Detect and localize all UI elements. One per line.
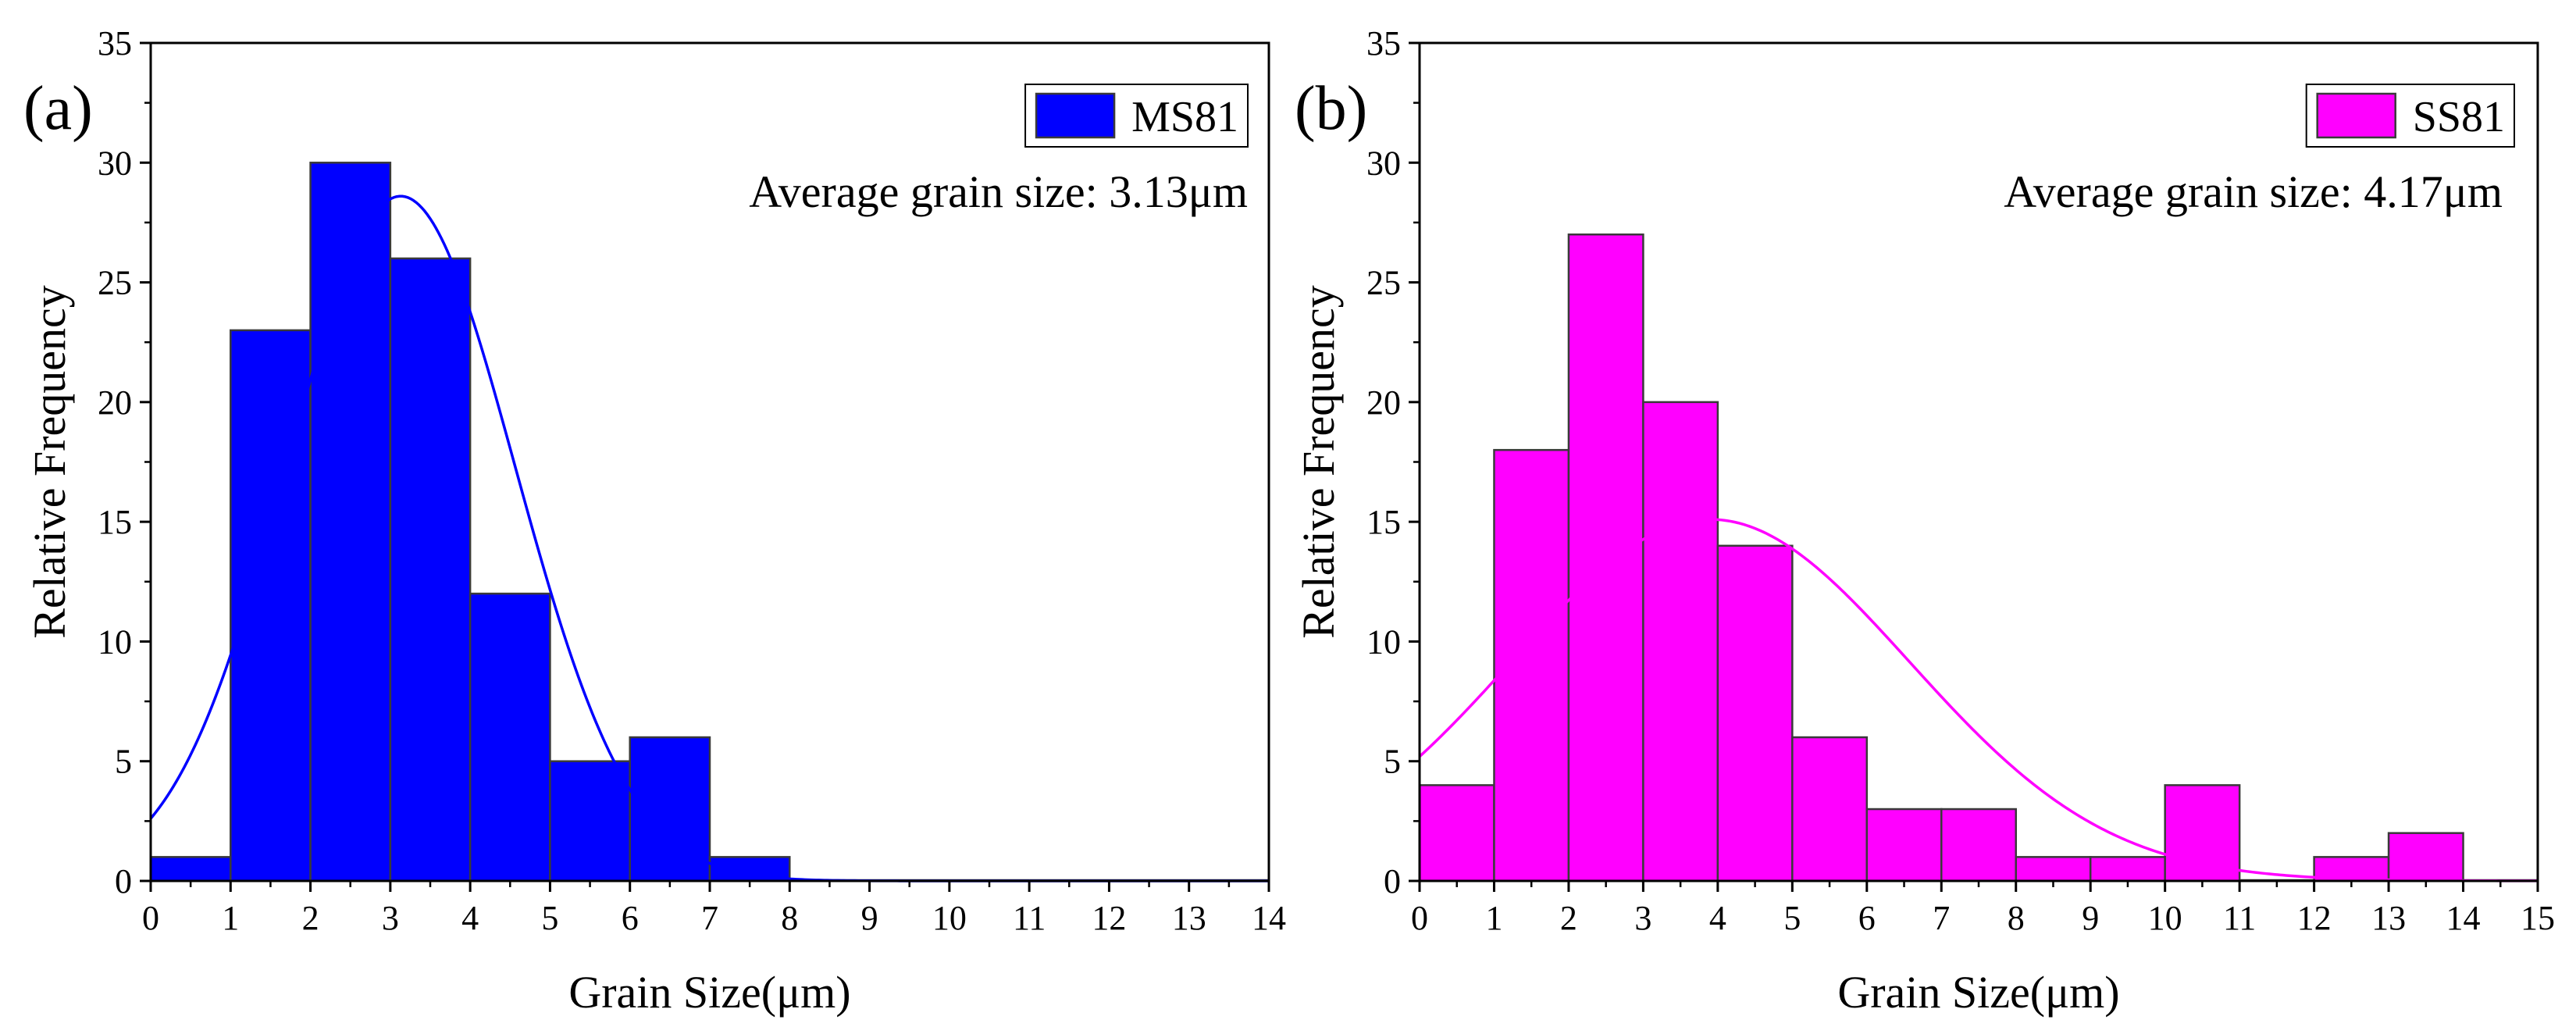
legend-label: SS81 (2413, 93, 2505, 141)
legend-swatch (1035, 92, 1116, 139)
x-tick-label: 10 (932, 899, 967, 937)
x-tick-label: 0 (1411, 899, 1428, 937)
y-tick-label: 10 (98, 622, 132, 661)
x-axis: 0 1 2 3 4 5 6 7 8 9 10 11 12 13 14 15 (1411, 881, 2555, 937)
x-tick-label: 12 (2297, 899, 2332, 937)
y-tick-label: 20 (98, 383, 132, 422)
legend: MS81 (1024, 84, 1249, 148)
histogram-bar (230, 329, 312, 882)
histogram-bar (1567, 234, 1644, 882)
legend-label: MS81 (1131, 93, 1238, 141)
fit-curve (1418, 518, 2539, 882)
y-axis-title: Relative Frequency (1293, 285, 1344, 639)
histogram-bars (149, 162, 1269, 882)
histogram-bar (149, 856, 232, 882)
x-tick-label: 7 (701, 899, 718, 937)
x-tick-label: 13 (2371, 899, 2406, 937)
average-grain-size-annotation: Average grain size: 4.17μm (2004, 166, 2503, 217)
x-axis: 0 1 2 3 4 5 6 7 8 9 10 11 12 13 14 (142, 881, 1286, 937)
histogram-bar (469, 592, 551, 882)
histogram-bar (2089, 856, 2166, 882)
histogram-bar (1418, 784, 1495, 882)
x-tick-label: 14 (1252, 899, 1286, 937)
x-tick-label: 1 (222, 899, 239, 937)
x-tick-label: 9 (2082, 899, 2099, 937)
histogram-bar (1716, 544, 1794, 882)
y-tick-label: 30 (98, 144, 132, 182)
histogram-bars (1418, 234, 2538, 882)
x-tick-label: 3 (1634, 899, 1651, 937)
histogram-bar (2164, 784, 2241, 882)
histogram-bar (1865, 808, 1943, 882)
x-tick-label: 9 (861, 899, 878, 937)
histogram-bar (1642, 401, 1719, 882)
x-tick-label: 0 (142, 899, 159, 937)
y-tick-label: 25 (1366, 264, 1401, 302)
y-axis-title: Relative Frequency (24, 285, 75, 639)
x-tick-label: 1 (1485, 899, 1502, 937)
x-tick-label: 11 (2223, 899, 2256, 937)
histogram-bar (2387, 832, 2464, 882)
histogram-bar (309, 162, 392, 882)
y-tick-label: 35 (98, 24, 132, 62)
histogram-bar (549, 760, 631, 882)
x-tick-label: 5 (1783, 899, 1801, 937)
legend: SS81 (2305, 84, 2515, 148)
x-tick-label: 2 (302, 899, 319, 937)
chart-panel-a: 0 1 2 3 4 5 6 7 8 9 10 11 12 13 1405101520253035Grain … (23, 24, 1286, 1018)
y-tick-label: 5 (115, 743, 132, 781)
y-tick-label: 15 (1366, 503, 1401, 541)
x-axis-title: Grain Size(μm) (1837, 967, 2119, 1018)
y-tick-label: 0 (115, 862, 132, 900)
legend-box (2305, 84, 2515, 148)
panel-label: (b) (1295, 74, 1367, 143)
x-tick-label: 4 (1709, 899, 1726, 937)
x-tick-label: 10 (2148, 899, 2182, 937)
histogram-bar (1940, 808, 2017, 882)
x-tick-label: 14 (2446, 899, 2481, 937)
y-tick-label: 35 (1366, 24, 1401, 62)
y-tick-label: 5 (1384, 743, 1401, 781)
histogram-bar (2015, 856, 2092, 882)
x-tick-label: 8 (2008, 899, 2025, 937)
x-tick-label: 8 (781, 899, 798, 937)
y-tick-label: 10 (1366, 622, 1401, 661)
x-tick-label: 7 (1933, 899, 1950, 937)
x-axis-title: Grain Size(μm) (568, 967, 850, 1018)
y-tick-label: 0 (1384, 862, 1401, 900)
y-axis: 0 5 10 15 20 25 30 35 (1366, 24, 1420, 900)
x-tick-label: 2 (1560, 899, 1577, 937)
y-tick-label: 20 (1366, 383, 1401, 422)
x-tick-label: 6 (1858, 899, 1876, 937)
histogram-bar (1791, 736, 1869, 882)
chart-panel-b: 0 1 2 3 4 5 6 7 8 9 10 11 12 13 14 1505101520253035Grai… (1293, 24, 2555, 1018)
average-grain-size-annotation: Average grain size: 3.13μm (749, 166, 1248, 217)
x-tick-label: 15 (2521, 899, 2555, 937)
histogram-bar (1493, 448, 1570, 882)
x-tick-label: 13 (1172, 899, 1206, 937)
y-tick-label: 25 (98, 264, 132, 302)
panel-label: (a) (23, 74, 93, 143)
x-tick-label: 3 (382, 899, 399, 937)
legend-swatch (2316, 92, 2396, 139)
x-tick-label: 5 (541, 899, 558, 937)
x-tick-label: 12 (1092, 899, 1126, 937)
x-tick-label: 11 (1013, 899, 1046, 937)
y-tick-label: 15 (98, 503, 132, 541)
legend-box (1024, 84, 1249, 148)
y-axis: 0 5 10 15 20 25 30 35 (98, 24, 151, 900)
histogram-bar (389, 257, 472, 882)
x-tick-label: 6 (622, 899, 639, 937)
x-tick-label: 4 (461, 899, 479, 937)
y-tick-label: 30 (1366, 144, 1401, 182)
